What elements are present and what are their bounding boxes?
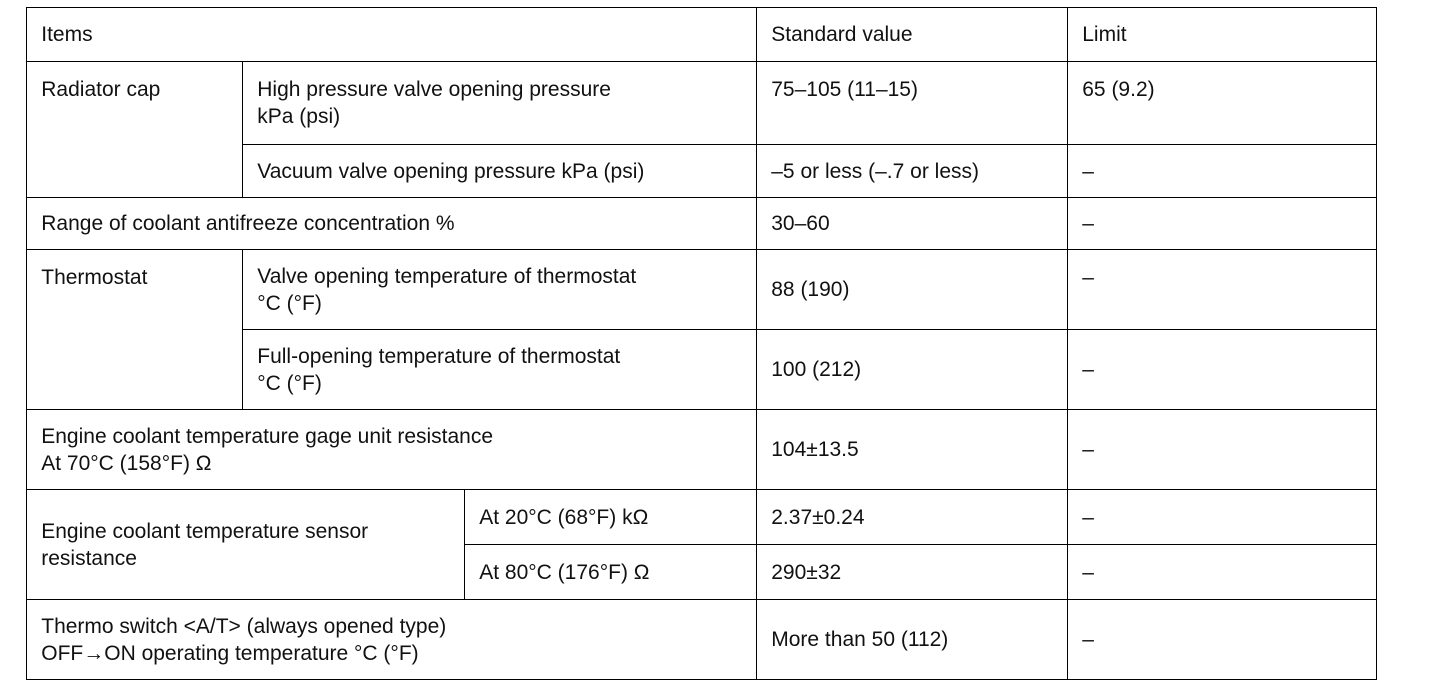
subitem-cell: At 80°C (176°F) Ω	[464, 544, 758, 601]
item-cell: Engine coolant temperature sensor resist…	[26, 489, 466, 601]
limit-cell: –	[1067, 489, 1378, 546]
standard-cell: More than 50 (112)	[756, 599, 1069, 681]
limit-cell: –	[1067, 329, 1378, 411]
header-cell: Limit	[1067, 7, 1378, 63]
limit-cell: –	[1067, 144, 1378, 199]
standard-cell: 75–105 (11–15)	[756, 61, 1069, 146]
item-cell: Range of coolant antifreeze concentratio…	[26, 197, 758, 251]
limit-cell: –	[1067, 249, 1378, 331]
standard-cell: 104±13.5	[756, 409, 1069, 491]
limit-cell: –	[1067, 544, 1378, 601]
subitem-cell: Vacuum valve opening pressure kPa (psi)	[242, 144, 758, 199]
subitem-cell: High pressure valve opening pressure kPa…	[242, 61, 758, 146]
limit-cell: –	[1067, 599, 1378, 681]
item-cell: Thermostat	[26, 249, 244, 411]
limit-cell: –	[1067, 197, 1378, 251]
limit-cell: –	[1067, 409, 1378, 491]
item-cell: Radiator cap	[26, 61, 244, 199]
standard-cell: –5 or less (–.7 or less)	[756, 144, 1069, 199]
standard-cell: 2.37±0.24	[756, 489, 1069, 546]
subitem-cell: Valve opening temperature of thermostat …	[242, 249, 758, 331]
standard-cell: 100 (212)	[756, 329, 1069, 411]
header-cell: Items	[26, 7, 758, 63]
item-cell: Engine coolant temperature gage unit res…	[26, 409, 758, 491]
standard-cell: 290±32	[756, 544, 1069, 601]
subitem-cell: At 20°C (68°F) kΩ	[464, 489, 758, 546]
subitem-cell: Full-opening temperature of thermostat °…	[242, 329, 758, 411]
standard-cell: 88 (190)	[756, 249, 1069, 331]
header-cell: Standard value	[756, 7, 1069, 63]
item-cell: Thermo switch <A/T> (always opened type)…	[26, 599, 758, 681]
standard-cell: 30–60	[756, 197, 1069, 251]
limit-cell: 65 (9.2)	[1067, 61, 1378, 146]
